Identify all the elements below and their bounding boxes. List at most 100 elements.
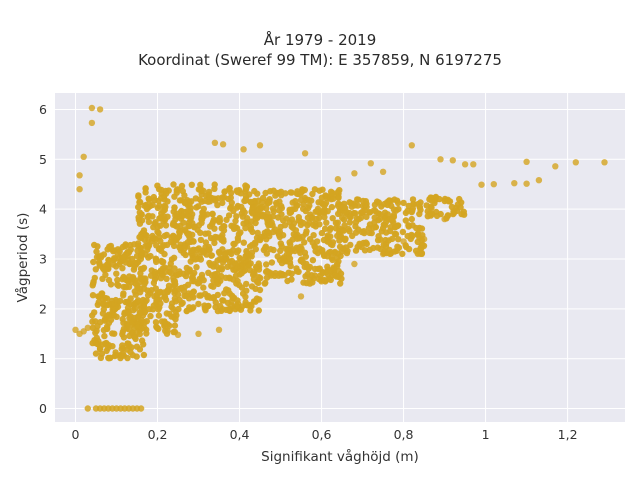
data-point <box>351 260 358 268</box>
data-point <box>316 221 323 228</box>
data-point <box>110 312 118 319</box>
data-point <box>601 159 608 166</box>
data-point <box>170 181 177 188</box>
data-point <box>311 272 318 279</box>
data-point <box>327 233 334 240</box>
data-point <box>225 195 232 203</box>
data-point <box>381 222 389 229</box>
data-point <box>147 312 154 320</box>
data-point <box>259 194 267 202</box>
data-point <box>460 208 467 215</box>
data-point <box>511 180 518 187</box>
data-point <box>228 189 235 197</box>
data-point <box>220 227 228 234</box>
data-point <box>161 293 168 300</box>
data-point <box>143 330 150 337</box>
data-point <box>92 350 100 357</box>
data-point <box>278 211 285 218</box>
data-point <box>409 207 416 215</box>
y-axis-label: Vågperiod (s) <box>14 213 31 303</box>
data-point <box>137 275 144 282</box>
data-point <box>99 310 107 317</box>
data-point <box>179 188 186 195</box>
data-point <box>333 254 340 262</box>
data-point <box>523 180 530 187</box>
data-point <box>119 254 127 261</box>
data-point <box>122 298 129 306</box>
data-point <box>92 339 99 347</box>
data-point <box>122 284 130 291</box>
data-point <box>379 250 387 258</box>
data-point <box>126 273 133 280</box>
data-point <box>410 200 417 208</box>
y-tick-label: 4 <box>39 202 47 217</box>
data-point <box>303 228 310 235</box>
data-point <box>313 215 320 223</box>
data-point <box>334 176 342 183</box>
data-point <box>216 255 224 263</box>
data-point <box>80 153 87 160</box>
data-point <box>153 323 160 330</box>
data-point <box>188 247 195 254</box>
y-axis-ticks: 0 1 2 3 4 5 6 <box>39 102 47 416</box>
data-point <box>352 210 359 217</box>
data-point <box>395 205 402 213</box>
data-point <box>158 186 165 194</box>
data-point <box>150 193 157 201</box>
data-point <box>267 221 274 228</box>
data-point <box>408 215 415 223</box>
data-point <box>368 229 375 237</box>
data-point <box>109 330 116 337</box>
data-point <box>377 236 384 243</box>
data-point <box>168 300 176 307</box>
data-point <box>147 252 154 260</box>
data-point <box>298 256 305 263</box>
data-point <box>279 217 287 224</box>
data-point <box>383 229 390 236</box>
data-point <box>305 196 312 204</box>
data-point <box>262 279 269 287</box>
data-point <box>243 280 250 288</box>
data-point <box>218 272 225 280</box>
data-point <box>146 196 153 204</box>
data-point <box>157 275 165 282</box>
data-point <box>223 216 230 223</box>
data-point <box>243 248 250 255</box>
x-tick-label: 0,6 <box>312 427 332 442</box>
data-point <box>210 277 217 284</box>
data-point <box>211 139 219 146</box>
data-point <box>262 268 270 275</box>
data-point <box>416 204 423 211</box>
data-point <box>133 252 141 260</box>
data-point <box>198 187 205 195</box>
data-point <box>335 200 342 207</box>
data-point <box>255 307 262 314</box>
data-point <box>120 273 127 281</box>
data-point <box>427 194 434 201</box>
data-point <box>352 223 359 230</box>
data-point <box>138 249 145 256</box>
y-tick-label: 1 <box>39 351 47 366</box>
data-point <box>145 218 153 226</box>
data-point <box>321 225 329 232</box>
data-point <box>107 281 115 288</box>
data-point <box>441 215 448 223</box>
data-point <box>190 294 197 301</box>
data-point <box>111 255 118 262</box>
data-point <box>202 239 210 246</box>
data-point <box>297 293 305 300</box>
data-point <box>337 280 344 287</box>
data-point <box>128 279 135 286</box>
data-point <box>420 235 428 243</box>
data-point <box>232 217 239 225</box>
x-tick-label: 0 <box>72 427 80 442</box>
data-point <box>399 250 406 257</box>
data-point <box>225 305 232 313</box>
data-point <box>384 211 391 218</box>
data-point <box>198 274 206 282</box>
y-tick-label: 5 <box>39 152 47 167</box>
data-point <box>414 238 421 246</box>
data-point <box>247 224 255 231</box>
data-point <box>282 190 289 197</box>
data-point <box>195 330 202 337</box>
